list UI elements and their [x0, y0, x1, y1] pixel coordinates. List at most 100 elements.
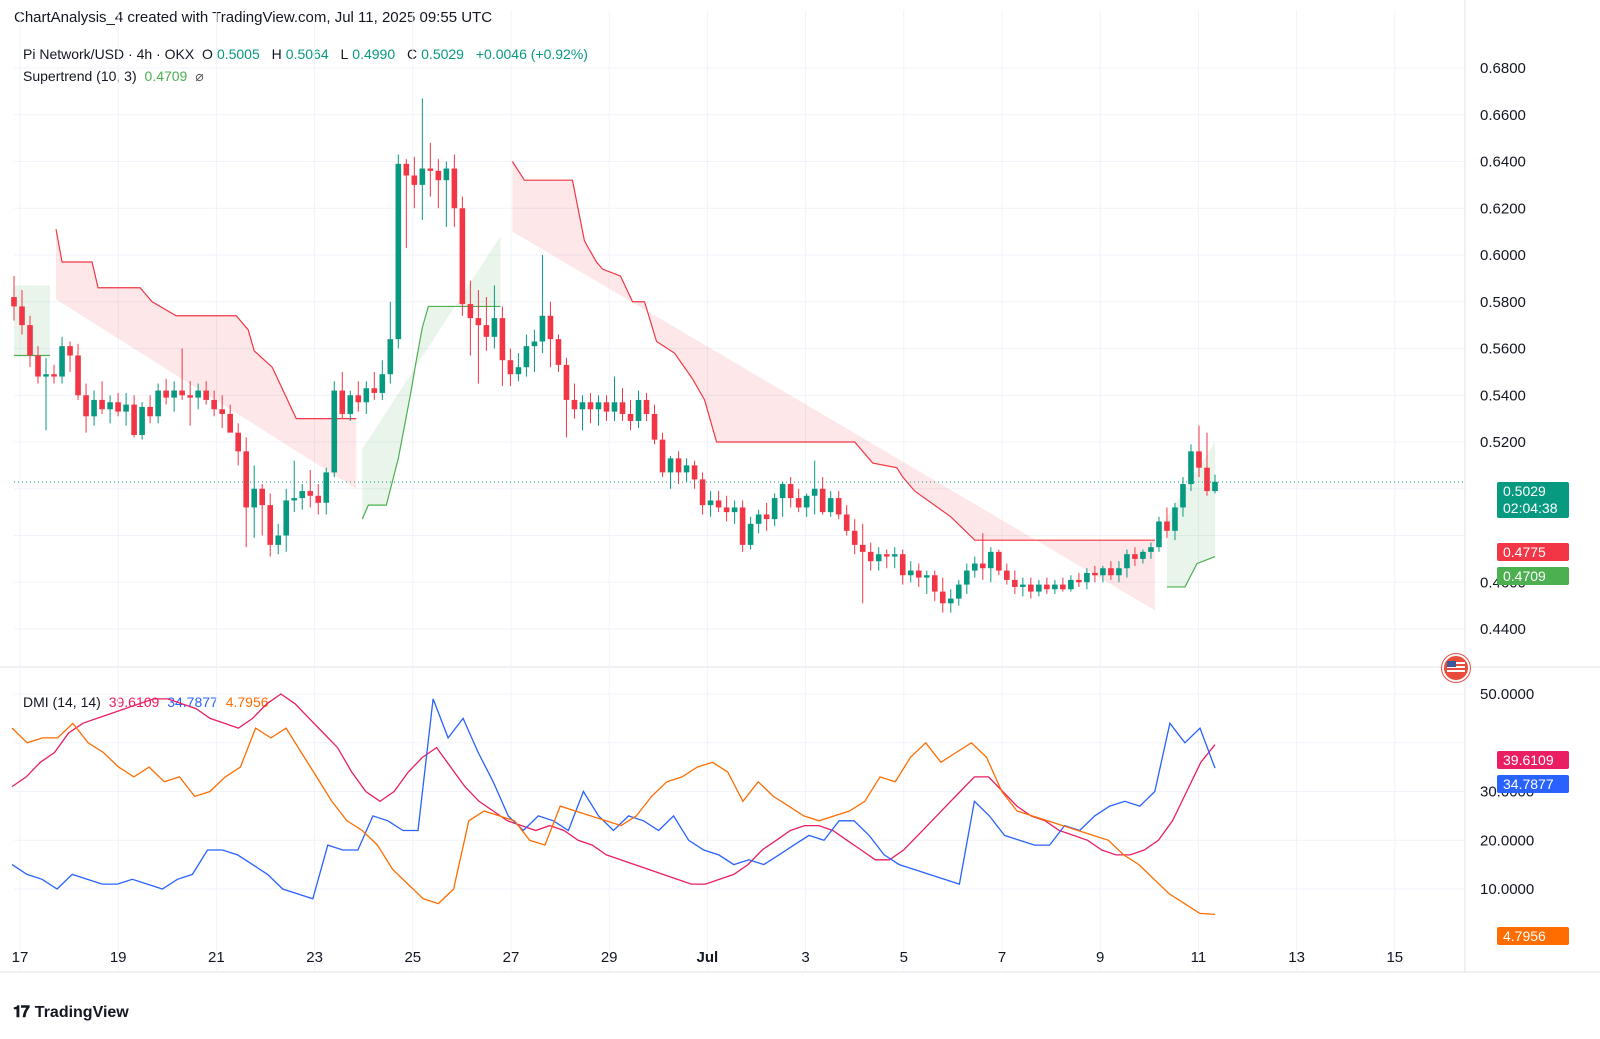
- change-value: +0.0046 (+0.92%): [475, 46, 588, 62]
- candle-body: [643, 399, 650, 414]
- dmi-axis-label: 20.0000: [1480, 832, 1534, 849]
- candle-body: [1132, 554, 1138, 559]
- dmi-legend[interactable]: DMI (14, 14) 39.6109 34.7877 4.7956: [23, 694, 273, 710]
- candle-body: [547, 315, 554, 340]
- supertrend-fill-area: [512, 161, 1155, 611]
- grid-lines: [0, 0, 1600, 973]
- candle-body: [579, 402, 586, 410]
- candle-body: [835, 498, 842, 515]
- last-price-label: 0.5029: [1503, 483, 1546, 499]
- candle-body: [739, 507, 746, 545]
- candle-body: [1004, 570, 1010, 580]
- candle-body: [507, 360, 514, 375]
- candle-body: [83, 395, 89, 417]
- main-series-legend[interactable]: Pi Network/USD · 4h · OKX O 0.5005 H 0.506…: [23, 46, 592, 62]
- dmi-minus-di-line: [11, 722, 1216, 916]
- candle-body: [907, 570, 914, 576]
- candle-body: [1108, 568, 1114, 576]
- candle-body: [419, 168, 426, 185]
- supertrend-value: 0.4709: [144, 68, 188, 84]
- candle-body: [619, 402, 626, 414]
- candle-body: [227, 413, 233, 433]
- candle-body: [923, 575, 930, 578]
- supertrend-name: Supertrend (10, 3): [23, 68, 137, 84]
- candle-body: [867, 551, 874, 562]
- candle-body: [555, 339, 562, 365]
- candle-body: [491, 318, 498, 337]
- candle-body: [707, 500, 714, 506]
- candle-body: [531, 341, 538, 347]
- candle-body: [459, 208, 466, 305]
- candle-body: [427, 168, 434, 171]
- us-flag-icon[interactable]: [1442, 654, 1470, 682]
- candle-body: [675, 458, 682, 473]
- close-label: C: [407, 46, 418, 62]
- time-axis-label: 29: [601, 949, 618, 966]
- candle-body: [683, 465, 690, 473]
- supertrend-legend[interactable]: Supertrend (10, 3) 0.4709 ⌀: [23, 68, 208, 85]
- supertrend-lower-box: 0.4709: [1497, 567, 1569, 585]
- candle-body: [875, 554, 882, 562]
- candle-body: [819, 488, 826, 513]
- candle-body: [667, 458, 674, 473]
- hidden-eye-icon[interactable]: ⌀: [195, 68, 204, 84]
- price-axis-label: 0.5400: [1480, 387, 1526, 404]
- candle-body: [275, 535, 282, 545]
- candle-body: [1124, 554, 1130, 569]
- low-value: 0.4990: [352, 46, 396, 62]
- candle-body: [1044, 584, 1050, 590]
- candle-body: [611, 402, 618, 412]
- candle-body: [107, 402, 113, 410]
- candle-body: [251, 488, 257, 508]
- open-value: 0.5005: [216, 46, 260, 62]
- candle-body: [659, 439, 666, 473]
- price-axis-label: 0.5200: [1480, 434, 1526, 451]
- candle-body: [1172, 507, 1178, 531]
- candle-body: [379, 374, 386, 393]
- candle-body: [843, 514, 850, 531]
- supertrend-fill-area: [1166, 442, 1215, 587]
- candle-body: [187, 395, 193, 398]
- candle-body: [291, 498, 298, 501]
- tradingview-logo-icon: 𝟏𝟕: [13, 1004, 30, 1021]
- time-axis-label: 19: [110, 949, 127, 966]
- supertrend-lower-label: 0.4709: [1503, 568, 1546, 584]
- candle-body: [339, 390, 346, 414]
- candle-body: [371, 388, 378, 393]
- price-axis-label: 0.5800: [1480, 294, 1526, 311]
- high-value: 0.5064: [285, 46, 329, 62]
- low-label: L: [340, 46, 349, 62]
- candle-body: [1068, 579, 1074, 590]
- open-label: O: [202, 46, 213, 62]
- tradingview-logo[interactable]: 𝟏𝟕 TradingView: [13, 1004, 129, 1022]
- minus-di-box: 4.7956: [1497, 927, 1569, 945]
- candle-body: [1116, 568, 1122, 576]
- candle-body: [1012, 579, 1018, 587]
- candle-body: [259, 488, 266, 506]
- dmi-adx-line: [11, 693, 1216, 885]
- candle-body: [747, 523, 754, 545]
- supertrend-up-line: [361, 305, 501, 520]
- candle-body: [779, 484, 786, 499]
- candle-body: [763, 514, 770, 520]
- candle-body: [587, 402, 594, 410]
- price-axis-label: 0.6200: [1480, 200, 1526, 217]
- candle-body: [315, 495, 322, 503]
- candle-body: [155, 390, 161, 417]
- candle-body: [915, 570, 922, 578]
- candle-body: [163, 390, 169, 398]
- candle-body: [699, 479, 706, 506]
- time-axis-label: 21: [208, 949, 225, 966]
- candle-body: [811, 488, 818, 496]
- candle-body: [963, 570, 970, 585]
- candle-body: [891, 554, 898, 557]
- supertrend-fill-area: [14, 285, 51, 356]
- time-axis-label: 11: [1191, 949, 1207, 966]
- candle-body: [195, 390, 201, 398]
- dmi-minus-di-value: 4.7956: [225, 694, 269, 710]
- candle-body: [1180, 484, 1186, 508]
- candle-body: [1036, 584, 1042, 592]
- candle-body: [571, 399, 578, 410]
- candle-body: [211, 399, 217, 410]
